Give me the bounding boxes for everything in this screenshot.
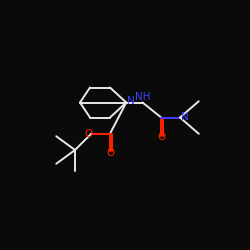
Text: N: N: [180, 112, 188, 122]
Text: O: O: [157, 132, 166, 142]
Text: O: O: [106, 148, 114, 158]
Text: N: N: [127, 96, 134, 106]
Text: NH: NH: [135, 92, 150, 102]
Text: O: O: [84, 129, 92, 139]
